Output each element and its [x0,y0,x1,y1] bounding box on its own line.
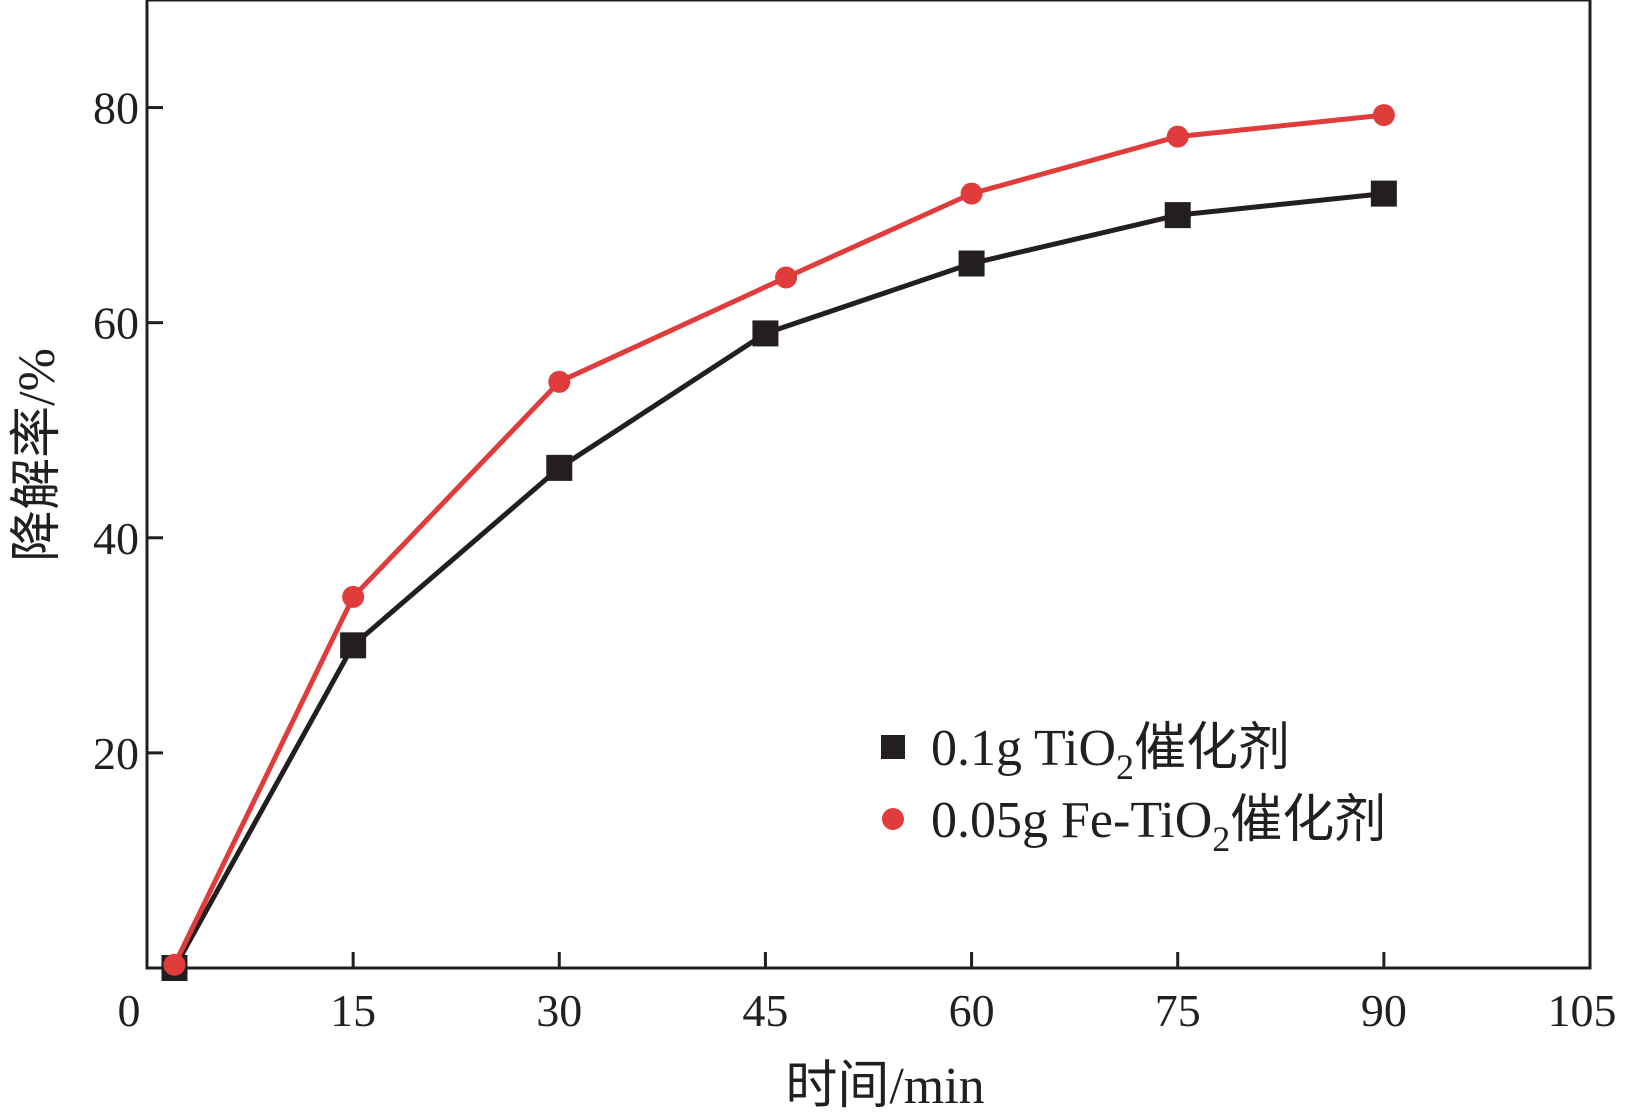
x-axis-title: 时间/min [785,1058,984,1115]
data-point-square [752,320,779,347]
x-tick-label: 30 [536,985,582,1036]
legend-marker-square [881,735,905,759]
data-point-circle [1166,125,1189,148]
legend-label: 0.1g TiO2催化剂 [931,720,1290,787]
data-point-circle [1372,104,1395,127]
data-point-circle [548,370,571,393]
x-tick-label: 45 [742,985,788,1036]
x-tick-label: 105 [1548,985,1617,1036]
x-tick-label: 60 [949,985,995,1036]
data-point-square [1164,202,1191,229]
y-tick-label: 40 [93,513,139,564]
data-point-square [340,632,367,659]
series-1 [161,180,1397,981]
plot-frame [145,0,1592,970]
x-tick-label: 75 [1155,985,1201,1036]
x-tick-label: 0 [118,985,141,1036]
series-layer [161,104,1397,981]
x-tick-label: 90 [1361,985,1407,1036]
data-point-square [1370,180,1397,207]
y-tick-label: 60 [93,298,139,349]
y-axis-title: 降解率/% [9,348,66,562]
y-tick-label: 20 [93,728,139,779]
legend-label: 0.05g Fe-TiO2催化剂 [931,792,1386,859]
y-tick-label: 80 [93,83,139,134]
data-point-circle [960,182,983,205]
y-axis: 20 40 60 80 [93,83,163,779]
series-line [172,191,1385,970]
data-point-circle [342,585,365,608]
data-point-circle [163,953,186,976]
series-2 [163,104,1395,976]
data-point-circle [775,266,798,289]
legend-marker-circle [882,808,904,830]
data-point-square [546,454,573,481]
x-tick-label: 15 [330,985,376,1036]
x-axis: 0 15 30 45 60 75 90 105 [118,952,1617,1036]
data-point-square [958,250,985,277]
